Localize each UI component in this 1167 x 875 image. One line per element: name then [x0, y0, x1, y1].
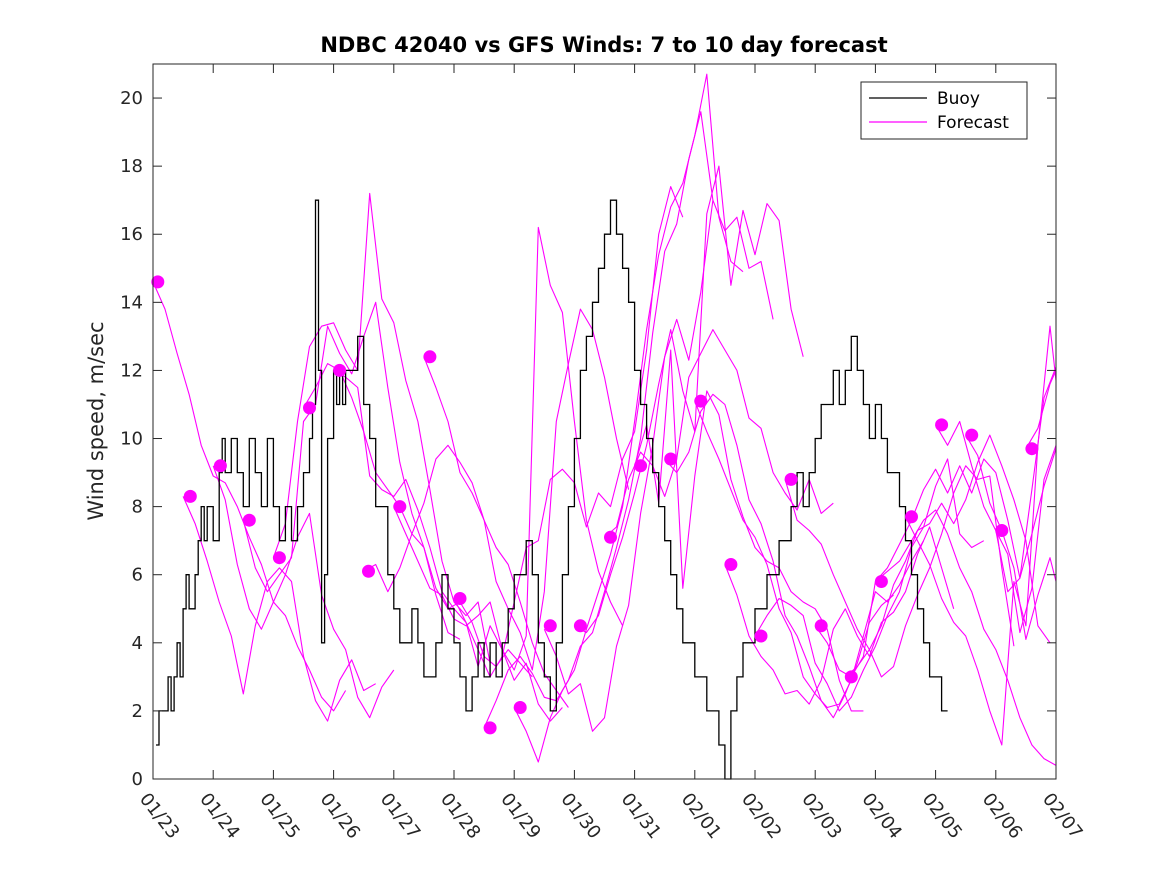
forecast-marker-20 — [754, 629, 768, 643]
forecast-marker-21 — [784, 472, 798, 486]
forecast-line-9 — [423, 308, 630, 671]
y-axis: 0 2 4 6 8 10 12 14 16 18 20 — [120, 88, 1056, 790]
legend-forecast-label: Forecast — [937, 113, 1009, 133]
forecast-line-20 — [754, 458, 985, 712]
forecast-marker-10 — [453, 592, 467, 605]
forecast-marker-23 — [844, 670, 858, 684]
forecast-marker-25 — [905, 510, 918, 524]
forecast-marker-9 — [423, 350, 437, 364]
plot-area — [151, 63, 1057, 780]
legend: Buoy Forecast — [860, 81, 1028, 140]
forecast-marker-26 — [935, 418, 949, 432]
forecast-line-19 — [724, 526, 955, 705]
series-layer — [152, 73, 1057, 780]
legend-box — [860, 81, 1028, 140]
forecast-line-13 — [543, 199, 774, 732]
y-tick-label-0: 0 — [132, 769, 143, 790]
y-tick-label-9: 18 — [120, 156, 143, 177]
forecast-line-27 — [965, 434, 1057, 640]
y-tick-label-3: 6 — [132, 565, 143, 586]
forecast-marker-7 — [362, 564, 375, 578]
forecast-line-24 — [875, 509, 1057, 766]
chart-title: NDBC 42040 vs GFS Winds: 7 to 10 day for… — [320, 33, 887, 57]
forecast-line-4 — [272, 192, 491, 664]
axes-background — [153, 64, 1056, 779]
forecast-marker-1 — [183, 489, 197, 503]
y-axis-label: Wind speed, m/sec — [84, 321, 108, 520]
forecast-marker-3 — [242, 513, 256, 527]
forecast-line-21 — [784, 465, 1015, 678]
y-tick-label-4: 8 — [132, 497, 143, 518]
forecast-line-28 — [995, 445, 1057, 634]
forecast-line-14 — [574, 165, 804, 634]
forecast-marker-5 — [303, 401, 316, 415]
forecast-marker-2 — [213, 459, 227, 473]
y-tick-label-10: 20 — [120, 88, 143, 109]
forecast-line-25 — [905, 325, 1057, 746]
legend-buoy-label: Buoy — [937, 89, 980, 109]
y-tick-label-6: 12 — [120, 360, 143, 381]
y-tick-label-7: 14 — [120, 292, 143, 313]
forecast-marker-12 — [513, 701, 527, 714]
forecast-marker-24 — [874, 575, 888, 588]
forecast-line-2 — [212, 465, 395, 719]
forecast-marker-17 — [664, 452, 678, 466]
forecast-line-1 — [182, 496, 376, 722]
forecast-line-10 — [453, 186, 684, 678]
forecast-line-8 — [393, 226, 624, 671]
forecast-marker-27 — [965, 428, 979, 442]
y-tick-label-1: 2 — [132, 701, 143, 722]
forecast-marker-18 — [694, 394, 708, 408]
axes-box — [152, 63, 1057, 780]
forecast-marker-19 — [724, 558, 738, 571]
y-tick-label-2: 4 — [132, 633, 143, 654]
forecast-marker-15 — [604, 530, 617, 544]
forecast-marker-6 — [333, 363, 347, 377]
forecast-marker-11 — [483, 721, 497, 735]
forecast-line-18 — [694, 400, 925, 709]
forecast-marker-0 — [151, 275, 165, 289]
forecast-line-23 — [844, 434, 1051, 678]
forecast-marker-16 — [634, 459, 648, 473]
forecast-marker-22 — [814, 619, 828, 633]
forecast-marker-29 — [1025, 442, 1039, 456]
forecast-marker-28 — [995, 524, 1009, 537]
forecast-line-7 — [363, 444, 569, 708]
forecast-line-0 — [152, 281, 347, 712]
forecast-line-29 — [1025, 370, 1057, 449]
buoy-line — [156, 199, 948, 780]
y-tick-label-8: 16 — [120, 224, 143, 245]
forecast-line-11 — [483, 111, 714, 729]
forecast-line-12 — [513, 73, 744, 763]
forecast-marker-4 — [272, 551, 286, 565]
marker-layer — [151, 275, 1039, 735]
y-tick-label-5: 10 — [120, 429, 143, 450]
forecast-marker-14 — [573, 619, 587, 633]
forecast-line-22 — [814, 448, 1057, 678]
forecast-marker-13 — [543, 619, 557, 633]
forecast-marker-8 — [393, 500, 407, 514]
